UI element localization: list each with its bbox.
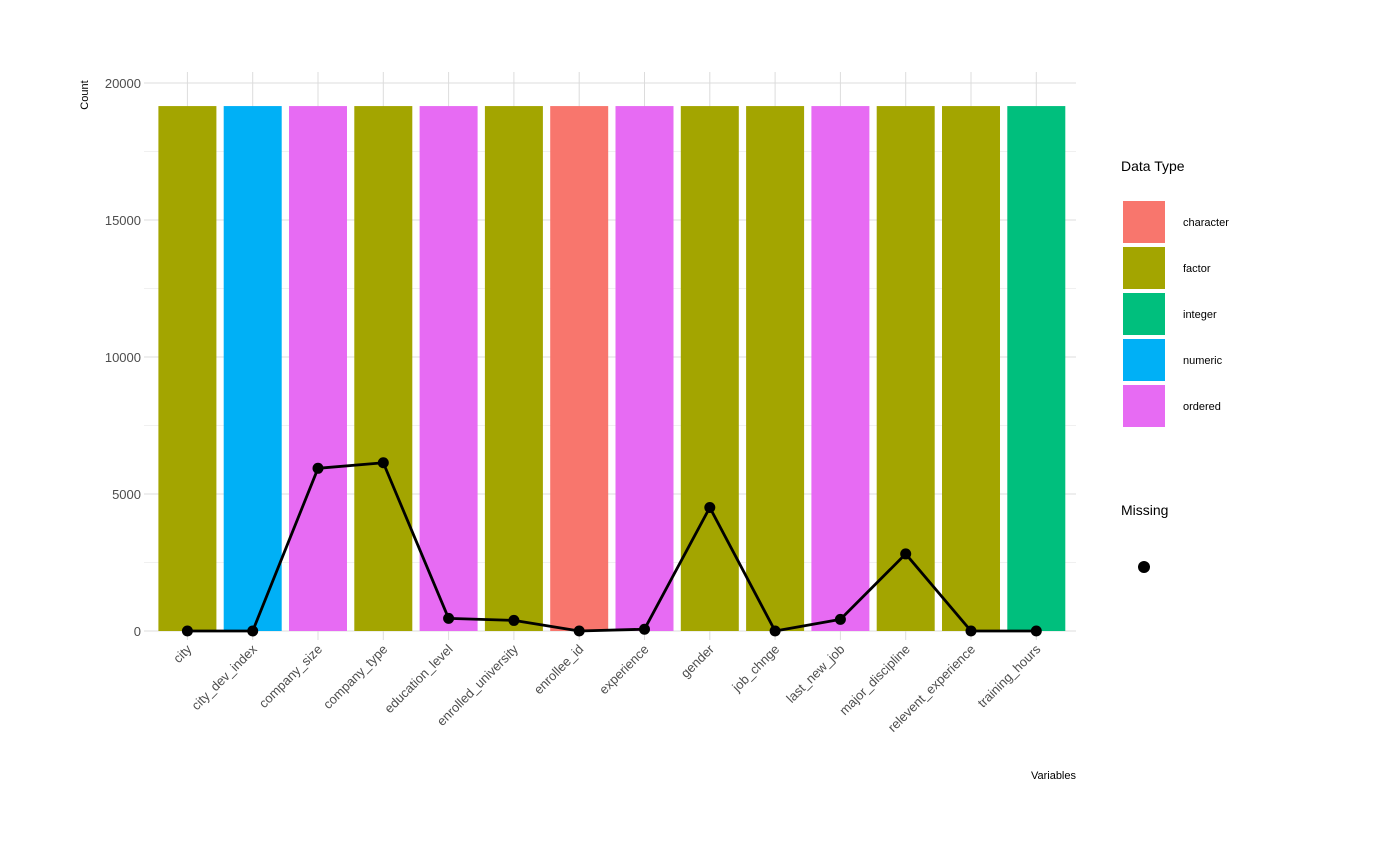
y-axis-title: Count [79,80,91,109]
y-tick-label: 10000 [105,350,141,365]
bar-enrollee_id [550,106,609,631]
missing-point-enrollee_id [573,625,585,637]
y-tick-label: 0 [134,624,141,639]
missing-point-education_level [443,612,455,624]
x-tick-label: company_size [256,642,325,711]
legend-label-character: character [1183,217,1229,229]
legend: Data Type character factor integer numeric o… [1121,158,1229,573]
missing-point-job_chnge [769,625,781,637]
missing-point-experience [639,623,650,635]
bar-company_type [354,106,413,631]
legend-data-type-title: Data Type [1121,158,1185,174]
legend-label-ordered: ordered [1183,401,1221,413]
missing-point-city [181,625,193,637]
x-tick-label: gender [678,641,718,681]
bar-relevent_experience [942,106,1000,631]
x-axis-title: Variables [1031,770,1077,782]
x-axis-ticks: citycity_dev_indexcompany_sizecompany_ty… [170,641,1044,735]
bar-major_discipline [876,106,935,631]
x-tick-label: last_new_job [783,642,847,706]
x-tick-label: city [170,641,195,666]
missing-point-city_dev_index [247,625,259,637]
x-tick-label: education_level [381,641,456,716]
missing-point-training_hours [1030,625,1042,637]
y-tick-label: 20000 [105,76,141,91]
x-tick-label: training_hours [975,641,1044,710]
y-axis-ticks: 0 5000 10000 15000 20000 [105,76,141,639]
x-tick-label: company_type [320,642,390,712]
legend-key-ordered [1123,385,1165,427]
legend-label-integer: integer [1183,309,1217,321]
legend-key-character [1123,201,1165,243]
missing-point-enrolled_university [508,614,520,626]
missing-point-gender [704,501,716,513]
bar-city_dev_index [223,106,282,631]
y-tick-label: 15000 [105,213,141,228]
bar-training_hours [1007,106,1066,631]
legend-missing-title: Missing [1121,502,1168,518]
bar-company_size [289,106,347,631]
missing-line-path [187,461,1037,633]
legend-key-integer [1123,293,1165,335]
missing-point-last_new_job [834,613,846,625]
legend-label-numeric: numeric [1183,355,1223,367]
x-tick-label: job_chnge [728,642,782,696]
legend-key-factor [1123,247,1165,289]
legend-missing-key [1138,561,1150,573]
missing-points [181,457,1042,637]
bar-enrolled_university [484,106,543,631]
bar-education_level [419,106,478,631]
legend-data-type-items: character factor integer numeric ordered [1123,201,1229,427]
missing-point-company_type [377,457,389,469]
bars [158,106,1066,631]
bar-job_chnge [746,106,805,631]
y-tick-label: 5000 [112,487,141,502]
bar-last_new_job [811,106,870,631]
x-tick-label: experience [596,642,652,698]
missing-line [187,461,1037,633]
bar-gender [680,106,739,631]
bar-city [158,106,217,631]
legend-label-factor: factor [1183,263,1211,275]
missing-point-major_discipline [900,548,912,560]
x-tick-label: city_dev_index [188,641,260,713]
x-tick-label: enrollee_id [531,642,587,698]
bar-experience [615,106,674,631]
legend-key-numeric [1123,339,1165,381]
missing-point-company_size [312,462,324,474]
missing-point-relevent_experience [965,625,977,637]
